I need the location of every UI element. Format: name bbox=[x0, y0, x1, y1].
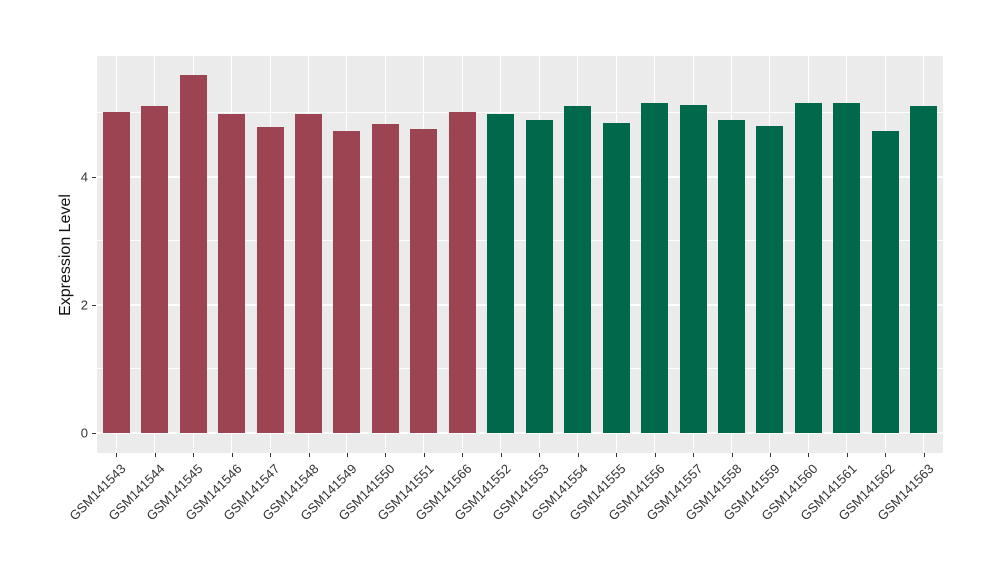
bar bbox=[641, 103, 668, 433]
x-tick-mark bbox=[500, 453, 502, 457]
x-tick-mark bbox=[577, 453, 579, 457]
x-tick-mark bbox=[462, 453, 464, 457]
bar bbox=[372, 124, 399, 433]
y-tick-label: 2 bbox=[80, 297, 88, 313]
bar bbox=[833, 103, 860, 433]
x-tick-mark bbox=[539, 453, 541, 457]
y-tick-mark bbox=[92, 176, 96, 178]
bar bbox=[257, 126, 284, 433]
x-tick-mark bbox=[693, 453, 695, 457]
y-tick-mark bbox=[92, 432, 96, 434]
x-tick-mark bbox=[193, 453, 195, 457]
bar bbox=[333, 131, 360, 433]
x-tick-mark bbox=[923, 453, 925, 457]
bar bbox=[910, 105, 937, 433]
x-tick-mark bbox=[308, 453, 310, 457]
bar bbox=[872, 131, 899, 433]
x-tick-mark bbox=[885, 453, 887, 457]
x-tick-mark bbox=[385, 453, 387, 457]
grid-major-line bbox=[97, 303, 943, 306]
x-tick-mark bbox=[808, 453, 810, 457]
bar bbox=[180, 74, 207, 433]
bar bbox=[295, 114, 322, 433]
plot-panel bbox=[97, 56, 943, 453]
x-tick-mark bbox=[846, 453, 848, 457]
x-tick-mark bbox=[769, 453, 771, 457]
bar bbox=[756, 125, 783, 433]
bar bbox=[141, 105, 168, 433]
x-tick-mark bbox=[616, 453, 618, 457]
x-tick-mark bbox=[270, 453, 272, 457]
bar bbox=[487, 114, 514, 433]
bar bbox=[410, 128, 437, 433]
y-tick-label: 0 bbox=[80, 425, 88, 441]
x-tick-mark bbox=[654, 453, 656, 457]
bar bbox=[680, 105, 707, 433]
grid-major-line bbox=[97, 431, 943, 434]
bar bbox=[218, 113, 245, 433]
grid-minor-line bbox=[97, 112, 943, 114]
x-tick-mark bbox=[423, 453, 425, 457]
grid-major-line bbox=[97, 175, 943, 178]
bar bbox=[103, 112, 130, 433]
bar bbox=[526, 119, 553, 433]
grid-minor-line bbox=[97, 240, 943, 242]
bar bbox=[449, 112, 476, 433]
x-tick-mark bbox=[116, 453, 118, 457]
y-tick-label: 4 bbox=[80, 169, 88, 185]
bar bbox=[564, 105, 591, 433]
bar bbox=[718, 119, 745, 433]
bar bbox=[603, 123, 630, 433]
grid-minor-line bbox=[97, 368, 943, 370]
x-tick-mark bbox=[231, 453, 233, 457]
y-tick-mark bbox=[92, 304, 96, 306]
x-tick-mark bbox=[154, 453, 156, 457]
bar bbox=[795, 103, 822, 433]
x-tick-mark bbox=[346, 453, 348, 457]
x-tick-mark bbox=[731, 453, 733, 457]
